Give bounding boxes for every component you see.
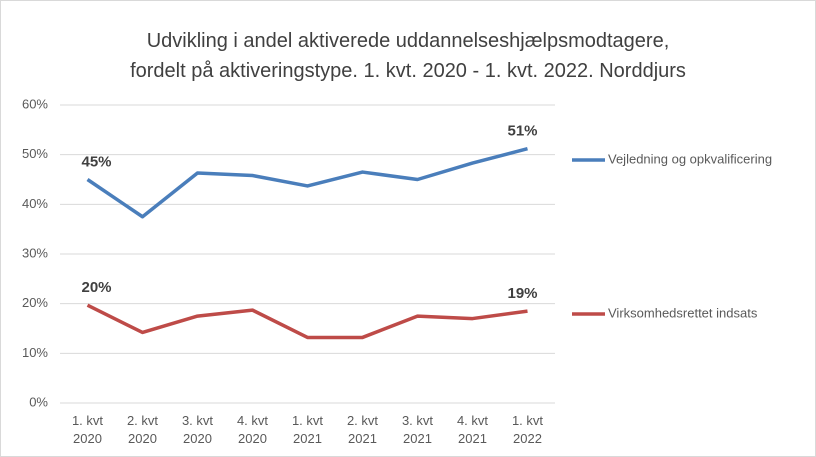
x-tick-label: 4. kvt 2021 [456,413,489,446]
legend-label: Virksomhedsrettet indsats [608,305,758,320]
x-tick-label: 1. kvt 2020 [71,413,104,446]
x-tick-label: 2. kvt 2021 [346,413,379,446]
chart-title: Udvikling i andel aktiverede uddannelses… [130,30,686,82]
y-tick-label: 10% [22,345,48,360]
data-label: 19% [507,285,537,302]
data-label: 20% [81,279,111,296]
series-line [86,147,528,219]
y-tick-label: 60% [22,96,48,111]
x-tick-label: 3. kvt 2020 [181,413,214,446]
data-label: 51% [507,123,537,140]
x-tick-label: 3. kvt 2021 [401,413,434,446]
x-tick-label: 4. kvt 2020 [236,413,269,446]
y-tick-label: 50% [22,146,48,161]
y-tick-label: 0% [29,394,48,409]
series-line [86,303,528,340]
y-tick-label: 40% [22,196,48,211]
x-tick-label: 1. kvt 2021 [291,413,324,446]
data-label: 45% [81,153,111,170]
y-tick-label: 20% [22,295,48,310]
x-tick-label: 1. kvt 2022 [511,413,544,446]
y-tick-label: 30% [22,245,48,260]
legend-label: Vejledning og opkvalificering [608,151,772,166]
x-tick-label: 2. kvt 2020 [126,413,159,446]
